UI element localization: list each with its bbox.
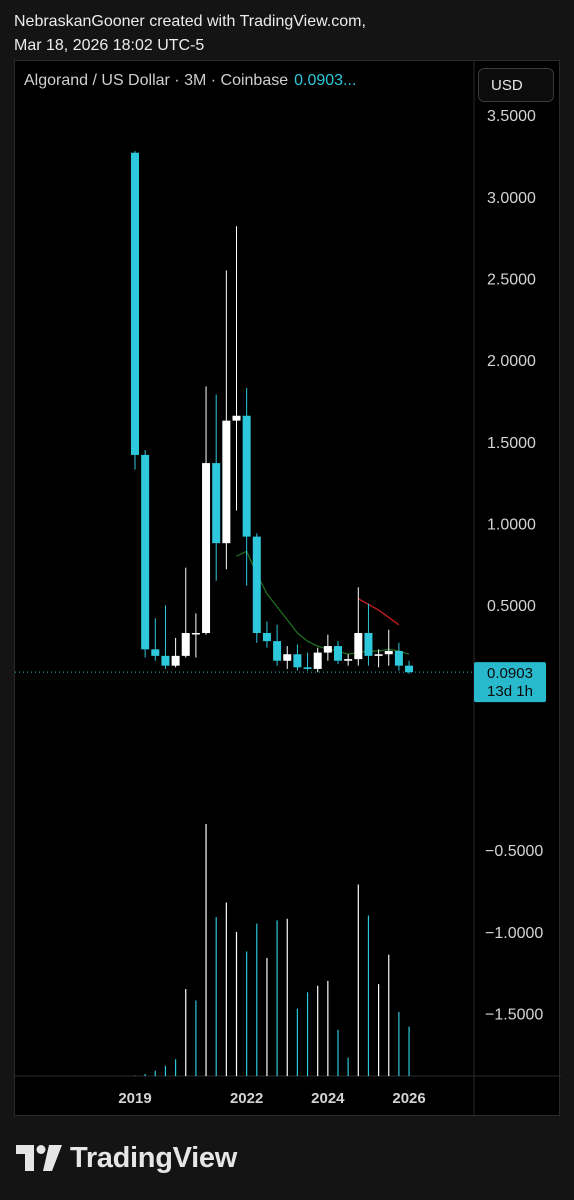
price-tick-label: 1.0000: [487, 517, 536, 534]
candle-up: [232, 415, 241, 421]
tradingview-logo: TradingView: [16, 1140, 237, 1176]
candle-down: [334, 646, 342, 661]
candle-up: [283, 654, 292, 661]
last-price-value: 0.0903: [487, 665, 533, 682]
time-tick-label: 2022: [230, 1090, 263, 1107]
candle-down: [131, 152, 139, 455]
price-tick-label: 2.5000: [487, 272, 536, 289]
candle-up: [191, 632, 200, 635]
candle-up: [323, 646, 332, 653]
legend-price: 0.0903...: [294, 72, 357, 89]
lower-tick-label: −1.0000: [485, 925, 543, 942]
moving-average-red-line: [357, 598, 400, 626]
attribution-line-1: NebraskanGooner created with TradingView…: [14, 13, 366, 30]
candle-down: [262, 632, 271, 642]
candle-up: [202, 463, 211, 633]
last-price-badge: [474, 662, 546, 703]
time-tick-label: 2024: [311, 1090, 345, 1107]
price-tick-label: 1.5000: [487, 435, 536, 452]
candle-up: [222, 420, 231, 544]
price-tick-label: 2.0000: [487, 353, 536, 370]
candle-down: [405, 665, 414, 673]
attribution-line-2: Mar 18, 2026 18:02 UTC-5: [14, 37, 205, 54]
candle-down: [161, 655, 170, 666]
candle-down: [303, 667, 312, 669]
candlestick-chart[interactable]: 4.00003.50003.00002.50002.00001.50001.00…: [15, 61, 561, 1117]
currency-button[interactable]: USD: [478, 68, 554, 102]
candle-down: [293, 654, 302, 668]
candle-down: [394, 650, 403, 666]
candle-up: [181, 632, 190, 656]
candle-up: [354, 632, 363, 660]
time-tick-label: 2019: [118, 1090, 151, 1107]
moving-average-green-line: [236, 550, 410, 655]
brand-name: TradingView: [70, 1141, 237, 1174]
price-tick-label: 0.5000: [487, 598, 536, 615]
candle-down: [364, 632, 373, 656]
price-tick-label: 3.5000: [487, 108, 536, 125]
candle-up: [384, 650, 393, 655]
candle-up: [344, 659, 353, 661]
price-tick-label: 3.0000: [487, 190, 536, 207]
tradingview-logo-icon: [16, 1145, 62, 1171]
candle-up: [171, 655, 180, 666]
candle-down: [273, 641, 282, 661]
time-tick-label: 2026: [392, 1090, 425, 1107]
candle-down: [212, 463, 221, 544]
candle-up: [374, 654, 383, 656]
chart-panel[interactable]: 4.00003.50003.00002.50002.00001.50001.00…: [14, 60, 561, 1117]
candle-down: [252, 536, 261, 633]
lower-tick-label: −1.5000: [485, 1007, 543, 1024]
chart-attribution: NebraskanGooner created with TradingView…: [14, 10, 366, 58]
candle-down: [151, 649, 160, 656]
candle-down: [242, 415, 251, 537]
candle-up: [313, 652, 322, 669]
candle-down: [141, 454, 150, 650]
lower-tick-label: −0.5000: [485, 843, 543, 860]
symbol-title: Algorand / US Dollar · 3M · Coinbase: [24, 72, 289, 89]
symbol-legend[interactable]: Algorand / US Dollar · 3M · Coinbase 0.09…: [24, 72, 356, 90]
bar-countdown: 13d 1h: [487, 683, 533, 700]
